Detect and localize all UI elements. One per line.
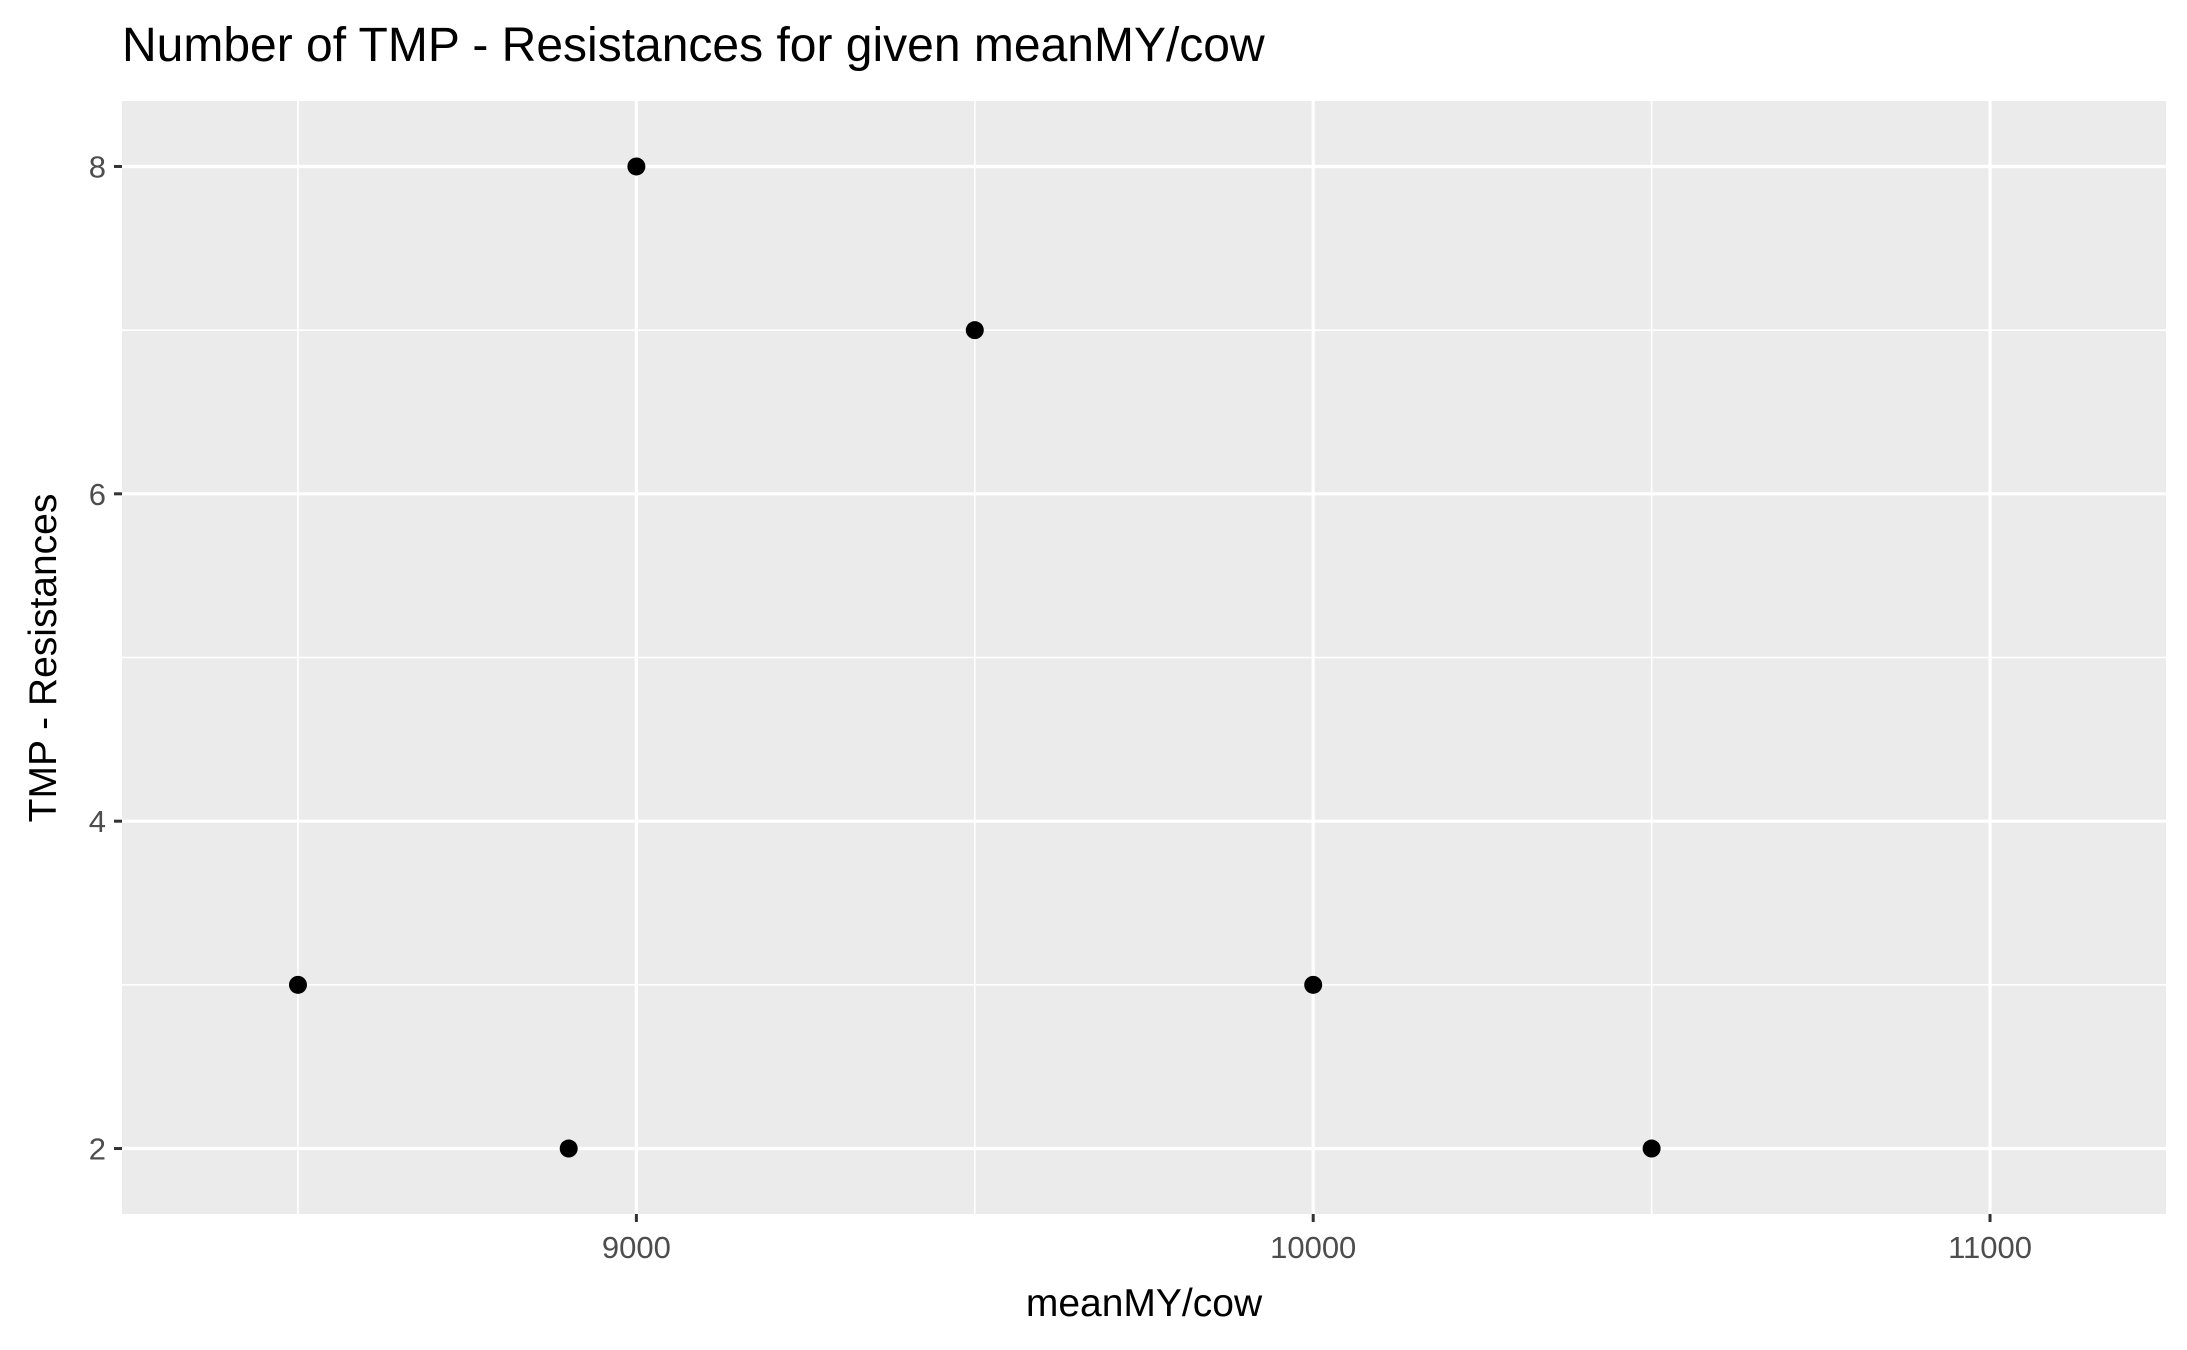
x-tick-label: 10000 — [1270, 1230, 1356, 1265]
minor-gridlines — [122, 101, 2166, 1214]
y-tick-label: 2 — [89, 1132, 106, 1167]
y-axis-ticks: 2 4 6 8 — [89, 149, 122, 1167]
data-point — [965, 321, 984, 340]
major-gridlines — [122, 101, 2166, 1214]
data-point — [1304, 975, 1323, 994]
y-tick-label: 4 — [89, 804, 106, 839]
data-point — [559, 1139, 578, 1158]
y-axis-title: TMP - Resistances — [22, 494, 65, 823]
x-tick-label: 11000 — [1948, 1230, 2032, 1265]
y-tick-label: 6 — [89, 477, 106, 512]
x-axis-ticks: 9000 10000 11000 — [602, 1214, 2032, 1265]
data-point — [288, 975, 307, 994]
chart-title: Number of TMP - Resistances for given me… — [122, 19, 1265, 72]
x-axis-title: meanMY/cow — [1026, 1282, 1263, 1325]
x-tick-label: 9000 — [602, 1230, 671, 1265]
data-point — [1642, 1139, 1661, 1158]
data-point — [627, 157, 646, 176]
y-tick-label: 8 — [89, 149, 106, 184]
data-points — [288, 157, 1661, 1158]
